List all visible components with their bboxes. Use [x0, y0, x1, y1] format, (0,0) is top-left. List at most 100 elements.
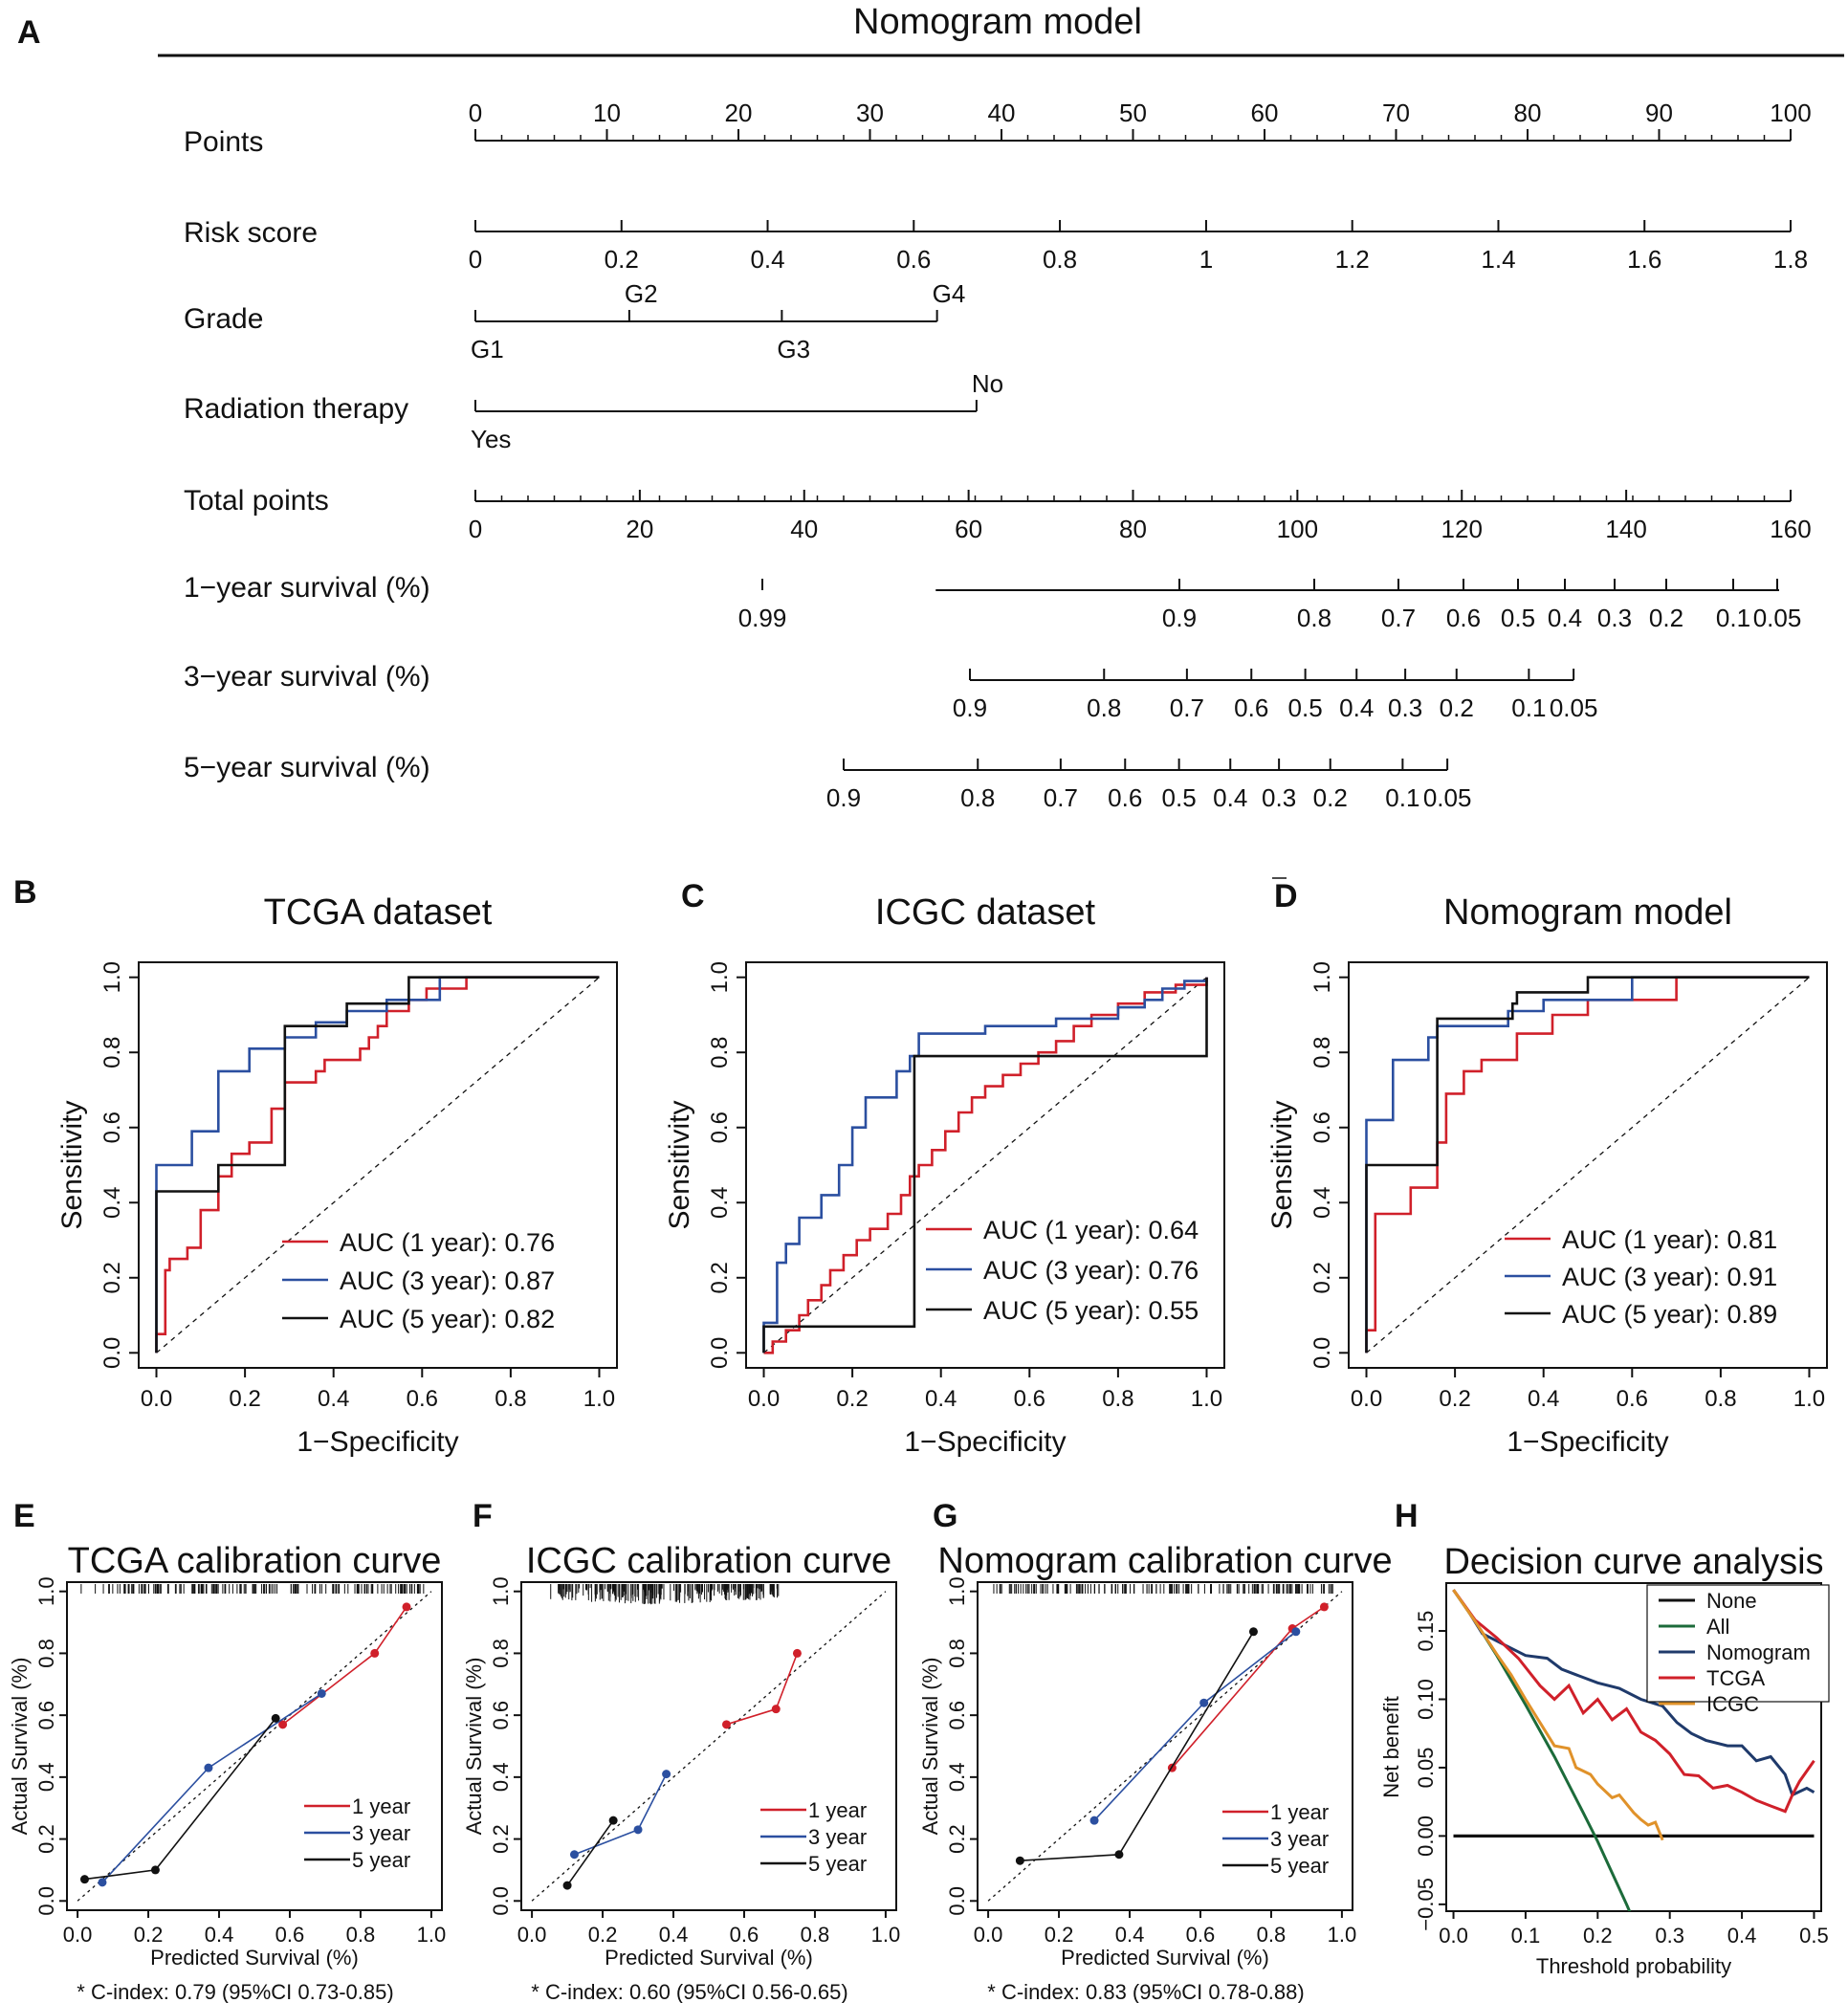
- panel-label-e: E: [13, 1498, 35, 1534]
- nomogram-tick-label: 0.5: [1288, 693, 1323, 722]
- c-index-note: * C-index: 0.83 (95%CI 0.78-0.88): [987, 1980, 1304, 2003]
- nomogram-tick-label: 0: [469, 99, 482, 127]
- x-tick-label: 0.0: [141, 1386, 172, 1412]
- legend-entry: 5 year: [808, 1852, 867, 1876]
- x-tick-label: 0.2: [229, 1386, 260, 1412]
- nomogram-tick-label: 1.2: [1335, 245, 1370, 274]
- legend-entry: AUC (1 year): 0.81: [1562, 1225, 1777, 1254]
- calibration-point: [98, 1878, 107, 1887]
- calibration-point: [771, 1705, 781, 1714]
- nomogram-tick-label: 20: [725, 99, 753, 127]
- x-tick-label: 1.0: [417, 1923, 447, 1947]
- y-tick-label: 0.00: [1414, 1816, 1438, 1857]
- nomogram-row-label: 3−year survival (%): [184, 661, 430, 693]
- y-tick-label: 0.4: [945, 1763, 969, 1793]
- nomogram-row-label: Risk score: [184, 217, 318, 249]
- chart-title: ICGC calibration curve: [526, 1541, 891, 1581]
- legend-entry: AUC (3 year): 0.87: [340, 1266, 555, 1295]
- legend-entry: AUC (1 year): 0.64: [983, 1216, 1199, 1244]
- x-tick-label: 0.2: [1045, 1923, 1074, 1947]
- nomogram-row-label: Grade: [184, 303, 263, 335]
- y-tick-label: 0.15: [1414, 1611, 1438, 1652]
- x-tick-label: 1.0: [1793, 1386, 1825, 1412]
- nomogram-tick-label: 0.2: [1649, 604, 1683, 632]
- x-tick-label: 0.4: [1528, 1386, 1559, 1412]
- x-tick-label: 0.0: [1351, 1386, 1382, 1412]
- x-axis-label: Threshold probability: [1536, 1954, 1731, 1978]
- calibration-point: [1291, 1627, 1301, 1637]
- panel-label-a: A: [17, 14, 41, 51]
- calibration-point: [562, 1881, 572, 1890]
- legend-entry: 1 year: [808, 1798, 867, 1822]
- decision-curve-red: [1452, 1589, 1815, 1814]
- y-axis-label: Net benefit: [1379, 1696, 1403, 1797]
- calibration-point: [204, 1763, 213, 1772]
- x-tick-label: 0.8: [495, 1386, 526, 1412]
- reference-diagonal: [156, 977, 600, 1354]
- nomogram-row-label: Radiation therapy: [184, 393, 408, 425]
- calibration-point: [1089, 1816, 1099, 1825]
- legend-entry: 1 year: [1270, 1800, 1329, 1824]
- calibration-point: [569, 1850, 579, 1860]
- y-tick-label: 0.6: [489, 1701, 513, 1730]
- legend-entry: AUC (1 year): 0.76: [340, 1228, 555, 1257]
- x-tick-label: 1.0: [871, 1923, 901, 1947]
- x-tick-label: 0.2: [1439, 1386, 1470, 1412]
- calibration-panel-nomogram: Nomogram calibration curve 0.00.0 0.2 0.2 0.…: [918, 1541, 1393, 2003]
- legend-entry: 1 year: [352, 1794, 410, 1818]
- y-tick-label: 0.6: [99, 1112, 125, 1143]
- nomogram-tick-label: 0.1: [1511, 693, 1546, 722]
- nomogram-tick-label: 0.99: [738, 604, 787, 632]
- calibration-line-red: [1171, 1606, 1325, 1769]
- nomogram-tick-label: 0.2: [1313, 783, 1348, 812]
- nomogram-tick-label: 0.05: [1423, 783, 1472, 812]
- plot-frame: [520, 1581, 897, 1911]
- nomogram-tick-label: 40: [790, 515, 818, 543]
- y-axis-label: Sensitivity: [56, 1100, 88, 1229]
- calibration-point: [402, 1602, 411, 1612]
- nomogram-tick-label: 0.6: [1108, 783, 1142, 812]
- x-tick-label: 0.0: [517, 1923, 547, 1947]
- chart-title: TCGA calibration curve: [68, 1541, 442, 1581]
- legend-entry: All: [1706, 1615, 1729, 1639]
- nomogram-tick-label: 0.3: [1388, 693, 1422, 722]
- nomogram-tick-label: 60: [955, 515, 982, 543]
- nomogram-tick-label: 0.8: [1087, 693, 1121, 722]
- y-tick-label: 0.6: [34, 1701, 58, 1730]
- legend-entry: TCGA: [1706, 1666, 1765, 1690]
- nomogram-tick-label: 0.5: [1162, 783, 1197, 812]
- rug-marks: [993, 1584, 1333, 1594]
- x-tick-label: 0.2: [1583, 1924, 1613, 1948]
- legend-entry: AUC (5 year): 0.82: [340, 1305, 555, 1333]
- x-tick-label: 0.2: [588, 1923, 618, 1947]
- x-tick-label: 0.6: [730, 1923, 759, 1947]
- legend-entry: ICGC: [1706, 1692, 1759, 1716]
- y-axis-label: Sensitivity: [1266, 1100, 1298, 1229]
- nomogram-tick-label: 0.9: [1162, 604, 1197, 632]
- plot-frame: [1445, 1582, 1822, 1912]
- nomogram-tick-label: G4: [933, 279, 966, 308]
- nomogram-tick-label: 0.5: [1501, 604, 1535, 632]
- roc-curve-black: [155, 976, 600, 1354]
- nomogram-tick-label: 0.4: [1213, 783, 1247, 812]
- legend-entry: AUC (5 year): 0.55: [983, 1296, 1199, 1325]
- roc-curve-black: [762, 977, 1208, 1354]
- calibration-point: [1114, 1850, 1124, 1860]
- calibration-point: [1319, 1602, 1329, 1612]
- nomogram-tick-label: 0: [469, 515, 482, 543]
- nomogram-tick-label: 0.8: [1297, 604, 1331, 632]
- y-tick-label: 0.8: [1309, 1037, 1335, 1068]
- x-tick-label: 0.1: [1511, 1924, 1541, 1948]
- y-axis-label: Sensitivity: [664, 1100, 695, 1229]
- nomogram-tick-label: 60: [1251, 99, 1279, 127]
- nomogram-tick-label: G2: [625, 279, 658, 308]
- plot-frame: [977, 1581, 1353, 1911]
- x-tick-label: 0.4: [659, 1923, 689, 1947]
- calibration-point: [79, 1875, 89, 1884]
- roc-curve-black: [1365, 976, 1810, 1354]
- calibration-panel-icgc: ICGC calibration curve 0.00.0 0.2 0.2 0.4 0.4…: [462, 1541, 900, 2003]
- roc-curve-blue: [762, 977, 1208, 1354]
- x-tick-label: 0.4: [205, 1923, 234, 1947]
- nomogram-tick-label: 20: [626, 515, 653, 543]
- nomogram-tick-label: 90: [1645, 99, 1673, 127]
